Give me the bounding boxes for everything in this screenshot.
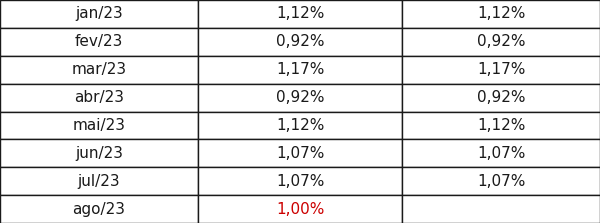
Text: 1,12%: 1,12% (477, 6, 525, 21)
Text: mai/23: mai/23 (73, 118, 125, 133)
Bar (198, 56, 402, 84)
Text: 1,07%: 1,07% (276, 146, 324, 161)
Bar (0, 84, 198, 112)
Bar (0, 112, 198, 139)
Bar (198, 167, 402, 195)
Bar (198, 112, 402, 139)
Text: 1,07%: 1,07% (477, 146, 525, 161)
Bar (402, 139, 600, 167)
Bar (402, 167, 600, 195)
Bar (0, 195, 198, 223)
Bar (402, 112, 600, 139)
Text: 1,12%: 1,12% (276, 118, 324, 133)
Bar (0, 56, 198, 84)
Bar (0, 167, 198, 195)
Text: 1,12%: 1,12% (477, 118, 525, 133)
Text: jan/23: jan/23 (75, 6, 123, 21)
Text: jun/23: jun/23 (75, 146, 123, 161)
Text: 1,00%: 1,00% (276, 202, 324, 217)
Bar (402, 56, 600, 84)
Text: abr/23: abr/23 (74, 90, 124, 105)
Bar (198, 28, 402, 56)
Bar (198, 0, 402, 28)
Text: 0,92%: 0,92% (276, 90, 324, 105)
Text: 1,12%: 1,12% (276, 6, 324, 21)
Bar (0, 0, 198, 28)
Text: 1,17%: 1,17% (276, 62, 324, 77)
Text: mar/23: mar/23 (71, 62, 127, 77)
Bar (402, 195, 600, 223)
Text: 0,92%: 0,92% (477, 90, 525, 105)
Text: 1,17%: 1,17% (477, 62, 525, 77)
Text: 0,92%: 0,92% (276, 34, 324, 49)
Bar (0, 139, 198, 167)
Text: 0,92%: 0,92% (477, 34, 525, 49)
Bar (198, 195, 402, 223)
Bar (198, 139, 402, 167)
Text: 1,07%: 1,07% (276, 174, 324, 189)
Bar (402, 28, 600, 56)
Bar (402, 0, 600, 28)
Bar (198, 84, 402, 112)
Bar (402, 84, 600, 112)
Text: ago/23: ago/23 (73, 202, 125, 217)
Text: 1,07%: 1,07% (477, 174, 525, 189)
Text: jul/23: jul/23 (77, 174, 121, 189)
Text: fev/23: fev/23 (75, 34, 123, 49)
Bar (0, 28, 198, 56)
